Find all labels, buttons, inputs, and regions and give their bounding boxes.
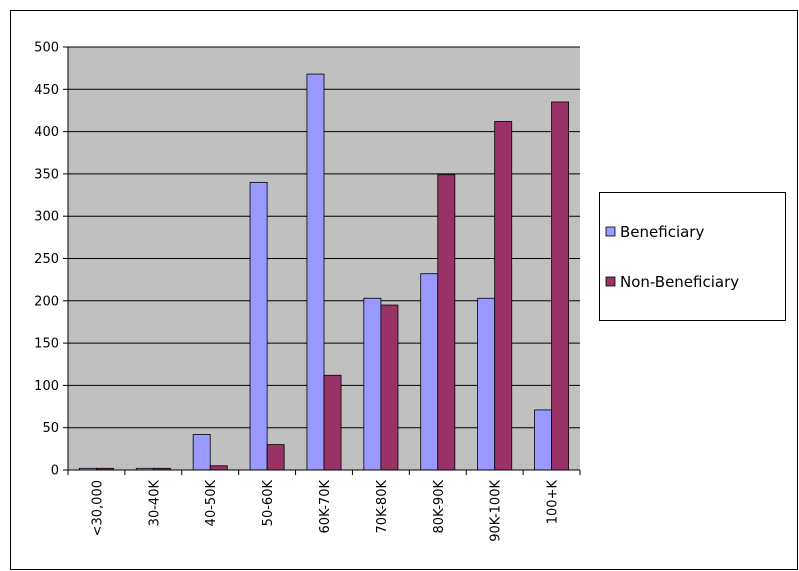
- y-tick-label: 300: [34, 210, 59, 225]
- legend-label: Non-Beneficiary: [620, 273, 739, 291]
- legend-box: [599, 192, 786, 321]
- bar: [323, 374, 342, 471]
- x-tick-label: 40-50K: [204, 480, 219, 527]
- bar: [477, 297, 496, 471]
- y-tick-label: 50: [42, 421, 59, 436]
- x-tick-label: 100+K: [546, 480, 561, 525]
- x-tick-label: 30-40K: [147, 480, 162, 527]
- x-tick-label: 90K-100K: [489, 480, 504, 542]
- x-tick-label: 80K-90K: [432, 480, 447, 534]
- bar: [306, 73, 325, 471]
- y-tick-label: 250: [34, 252, 59, 267]
- bar: [534, 409, 552, 471]
- bar: [420, 273, 439, 471]
- bar: [494, 121, 513, 471]
- bar: [266, 444, 285, 471]
- bar: [249, 181, 268, 471]
- legend-label: Beneficiary: [620, 223, 704, 241]
- legend-swatch: [605, 226, 616, 237]
- y-tick-label: 500: [34, 41, 59, 56]
- x-tick-label: 50-60K: [261, 480, 276, 527]
- y-tick-label: 350: [34, 167, 59, 182]
- x-tick-label: 60K-70K: [318, 480, 333, 534]
- y-tick-label: 400: [34, 125, 59, 140]
- legend-swatch: [605, 276, 616, 287]
- y-tick-label: 0: [51, 464, 59, 479]
- bar: [551, 101, 570, 471]
- bar: [380, 304, 399, 471]
- x-tick-label: 70K-80K: [375, 480, 390, 534]
- bar: [363, 297, 382, 471]
- bar: [192, 434, 211, 471]
- x-tick-label: <30,000: [90, 480, 105, 536]
- bar: [209, 465, 228, 471]
- y-tick-label: 200: [34, 294, 59, 309]
- bar: [437, 174, 456, 471]
- y-tick-label: 100: [34, 379, 59, 394]
- y-tick-label: 150: [34, 337, 59, 352]
- y-tick-label: 450: [34, 83, 59, 98]
